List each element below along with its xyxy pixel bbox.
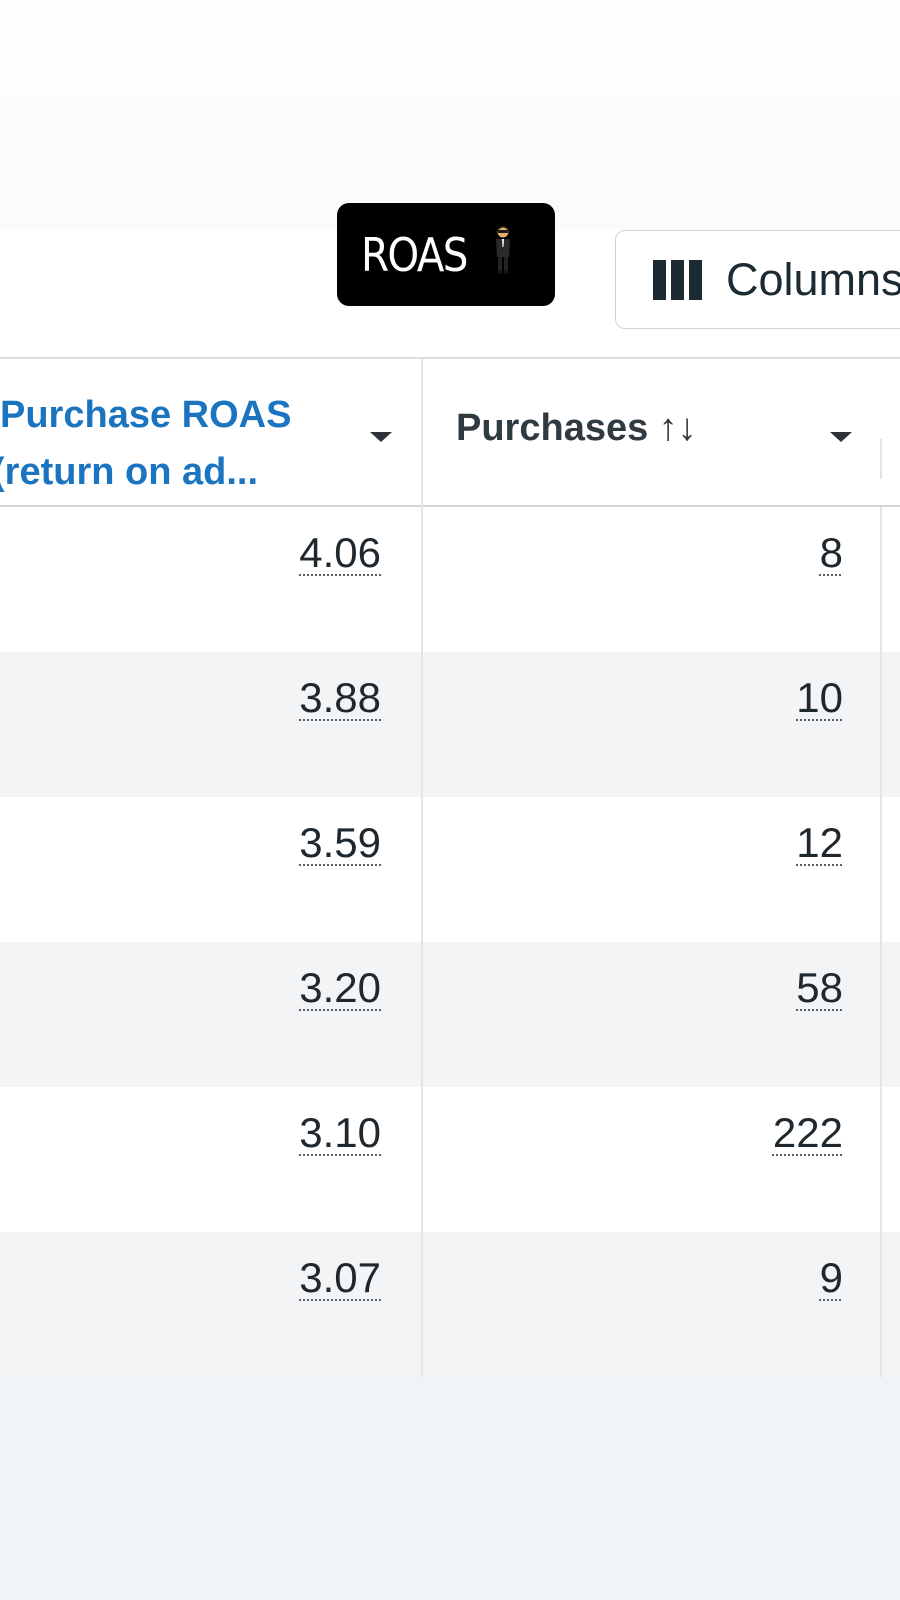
- column-header-purchase-roas-line2: (return on ad...: [0, 451, 258, 493]
- cell-purchases[interactable]: 12: [796, 819, 843, 866]
- cell-purchases[interactable]: 58: [796, 964, 843, 1011]
- table-row: 3.88 10: [0, 652, 900, 797]
- cell-purchases[interactable]: 9: [819, 1254, 843, 1301]
- cell-purchases[interactable]: 10: [796, 674, 843, 721]
- cell-purchase-roas[interactable]: 3.20: [299, 964, 381, 1011]
- chevron-down-icon[interactable]: [830, 432, 852, 442]
- table-row: 3.10 222: [0, 1087, 900, 1232]
- column-divider: [880, 797, 882, 942]
- column-divider: [880, 507, 882, 652]
- sticker-text: ROAS: [361, 227, 468, 282]
- chevron-down-icon[interactable]: [370, 432, 392, 442]
- cell-purchase-roas[interactable]: 3.59: [299, 819, 381, 866]
- cell-purchase-roas[interactable]: 4.06: [299, 529, 381, 576]
- table-row: 4.06 8: [0, 507, 900, 652]
- column-divider: [880, 1232, 882, 1377]
- column-divider: [421, 359, 423, 509]
- column-header-purchase-roas-line1: Purchase ROAS: [0, 394, 292, 436]
- column-divider: [421, 1232, 423, 1377]
- columns-button-label: Columns: [726, 253, 900, 305]
- table-row: 3.07 9: [0, 1232, 900, 1377]
- man-in-suit-levitating-icon: [496, 226, 510, 274]
- ads-metrics-table: Purchase ROAS (return on ad... Purchases…: [0, 357, 900, 1377]
- column-divider: [421, 942, 423, 1087]
- cell-purchase-roas[interactable]: 3.88: [299, 674, 381, 721]
- column-divider: [880, 652, 882, 797]
- cell-purchase-roas[interactable]: 3.07: [299, 1254, 381, 1301]
- column-header-purchase-roas[interactable]: Purchase ROAS (return on ad...: [0, 387, 320, 501]
- cell-purchase-roas[interactable]: 3.10: [299, 1109, 381, 1156]
- column-divider: [880, 942, 882, 1087]
- column-divider: [421, 797, 423, 942]
- table-row: 3.20 58: [0, 942, 900, 1087]
- column-divider: [880, 1087, 882, 1232]
- table-row: 3.59 12: [0, 797, 900, 942]
- columns-button[interactable]: Columns: [615, 230, 900, 329]
- table-header: Purchase ROAS (return on ad... Purchases…: [0, 357, 900, 509]
- column-header-purchases[interactable]: Purchases ↑↓: [456, 407, 697, 449]
- column-divider: [421, 652, 423, 797]
- columns-icon: [653, 259, 702, 300]
- column-divider: [421, 1087, 423, 1232]
- column-divider: [880, 439, 882, 479]
- roas-text-sticker: ROAS: [337, 203, 555, 306]
- column-divider: [421, 507, 423, 652]
- cell-purchases[interactable]: 8: [819, 529, 843, 576]
- top-blank-area: [0, 0, 900, 95]
- cell-purchases[interactable]: 222: [772, 1109, 843, 1156]
